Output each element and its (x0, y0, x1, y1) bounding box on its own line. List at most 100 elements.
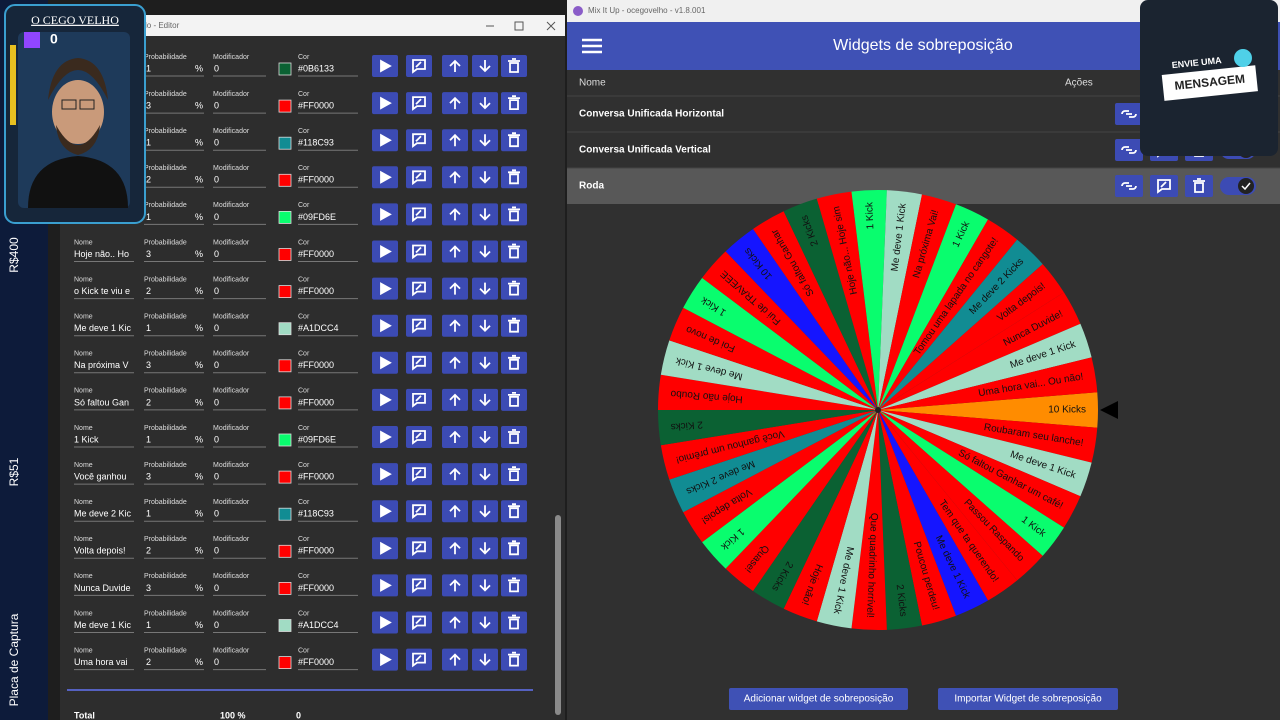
edit-button[interactable] (406, 500, 432, 523)
name-field[interactable]: Me deve 1 Kic (74, 323, 132, 333)
probability-field[interactable]: 2 (146, 546, 151, 556)
color-field[interactable]: #FF0000 (298, 657, 334, 667)
trash-button[interactable] (501, 648, 527, 671)
name-field[interactable]: Você ganhou (74, 471, 127, 481)
modifier-field[interactable]: 0 (214, 286, 219, 296)
edit-button[interactable] (406, 611, 432, 634)
edit-button[interactable] (406, 426, 432, 448)
edit-button[interactable] (406, 277, 432, 300)
edit-button[interactable] (406, 92, 432, 115)
trash-button[interactable] (501, 166, 527, 189)
name-field[interactable]: Me deve 1 Kic (74, 620, 132, 630)
color-field[interactable]: #FF0000 (298, 471, 334, 481)
probability-field[interactable]: 1 (146, 620, 151, 630)
modifier-field[interactable]: 0 (214, 620, 219, 630)
color-field[interactable]: #FF0000 (298, 249, 334, 259)
probability-field[interactable]: 1 (146, 138, 151, 148)
edit-button[interactable] (1150, 175, 1178, 197)
color-field[interactable]: #118C93 (298, 509, 334, 519)
probability-field[interactable]: 2 (146, 286, 151, 296)
modifier-field[interactable]: 0 (214, 509, 219, 519)
color-field[interactable]: #FF0000 (298, 583, 334, 593)
color-field[interactable]: #09FD6E (298, 212, 336, 222)
name-field[interactable]: Na próxima V (74, 360, 129, 370)
modifier-field[interactable]: 0 (214, 175, 219, 185)
action-button-label[interactable]: Adicionar widget de sobreposição (744, 694, 894, 705)
probability-field[interactable]: 1 (146, 323, 151, 333)
probability-field[interactable]: 1 (146, 212, 151, 222)
name-field[interactable]: Hoje não.. Ho (74, 249, 129, 259)
edit-button[interactable] (406, 351, 432, 374)
probability-field[interactable]: 3 (146, 471, 151, 481)
color-field[interactable]: #09FD6E (298, 434, 336, 444)
trash-button[interactable] (501, 129, 527, 152)
scrollbar[interactable] (555, 515, 561, 715)
probability-field[interactable]: 3 (146, 249, 151, 259)
probability-field[interactable]: 3 (146, 100, 151, 110)
edit-button[interactable] (406, 129, 432, 152)
edit-button[interactable] (406, 463, 432, 486)
name-field[interactable]: Nunca Duvide (74, 583, 131, 593)
edit-button[interactable] (406, 388, 432, 411)
close[interactable] (546, 21, 556, 31)
color-field[interactable]: #A1DCC4 (298, 323, 339, 333)
modifier-field[interactable]: 0 (214, 657, 219, 667)
name-field[interactable]: Volta depois! (74, 546, 126, 556)
edit-button[interactable] (406, 574, 432, 597)
probability-field[interactable]: 3 (146, 360, 151, 370)
trash-button[interactable] (501, 203, 527, 226)
modifier-field[interactable]: 0 (214, 323, 219, 333)
edit-button[interactable] (406, 203, 432, 226)
modifier-field[interactable]: 0 (214, 138, 219, 148)
color-field[interactable]: #A1DCC4 (298, 620, 339, 630)
trash-button[interactable] (501, 240, 527, 263)
menu-button[interactable] (582, 38, 602, 54)
modifier-field[interactable]: 0 (214, 212, 219, 222)
trash-button[interactable] (501, 500, 527, 523)
probability-field[interactable]: 1 (146, 434, 151, 444)
modifier-field[interactable]: 0 (214, 63, 219, 73)
modifier-field[interactable]: 0 (214, 360, 219, 370)
modifier-field[interactable]: 0 (214, 249, 219, 259)
edit-button[interactable] (406, 314, 432, 337)
name-field[interactable]: Me deve 2 Kic (74, 509, 132, 519)
probability-field[interactable]: 2 (146, 397, 151, 407)
name-field[interactable]: Só faltou Gan (74, 397, 129, 407)
modifier-field[interactable]: 0 (214, 546, 219, 556)
trash-button[interactable] (501, 574, 527, 597)
trash-button[interactable] (501, 611, 527, 634)
edit-button[interactable] (406, 648, 432, 671)
trash-button[interactable] (501, 351, 527, 374)
action-button[interactable] (729, 688, 908, 710)
trash-button[interactable] (501, 92, 527, 115)
probability-field[interactable]: 3 (146, 583, 151, 593)
color-field[interactable]: #FF0000 (298, 100, 334, 110)
edit-button[interactable] (406, 537, 432, 560)
action-button-label[interactable]: Importar Widget de sobreposição (954, 694, 1102, 705)
color-field[interactable]: #FF0000 (298, 360, 334, 370)
probability-field[interactable]: 1 (146, 63, 151, 73)
probability-field[interactable]: 2 (146, 657, 151, 667)
modifier-field[interactable]: 0 (214, 471, 219, 481)
color-field[interactable]: #FF0000 (298, 397, 334, 407)
color-field[interactable]: #118C93 (298, 138, 334, 148)
name-field[interactable]: 1 Kick (74, 434, 99, 444)
color-field[interactable]: #FF0000 (298, 286, 334, 296)
edit-button[interactable] (406, 166, 432, 189)
trash-button[interactable] (501, 388, 527, 411)
trash-button[interactable] (501, 55, 527, 77)
probability-field[interactable]: 1 (146, 509, 151, 519)
color-field[interactable]: #FF0000 (298, 546, 334, 556)
name-field[interactable]: Uma hora vai (74, 657, 128, 667)
trash-button[interactable] (1185, 175, 1213, 197)
trash-button[interactable] (501, 314, 527, 337)
name-field[interactable]: o Kick te viu e (74, 286, 130, 296)
maximize[interactable] (514, 21, 524, 31)
modifier-field[interactable]: 0 (214, 434, 219, 444)
color-field[interactable]: #0B6133 (298, 63, 334, 73)
trash-button[interactable] (501, 537, 527, 560)
probability-field[interactable]: 2 (146, 175, 151, 185)
action-button[interactable] (938, 688, 1118, 710)
trash-button[interactable] (501, 463, 527, 486)
modifier-field[interactable]: 0 (214, 100, 219, 110)
